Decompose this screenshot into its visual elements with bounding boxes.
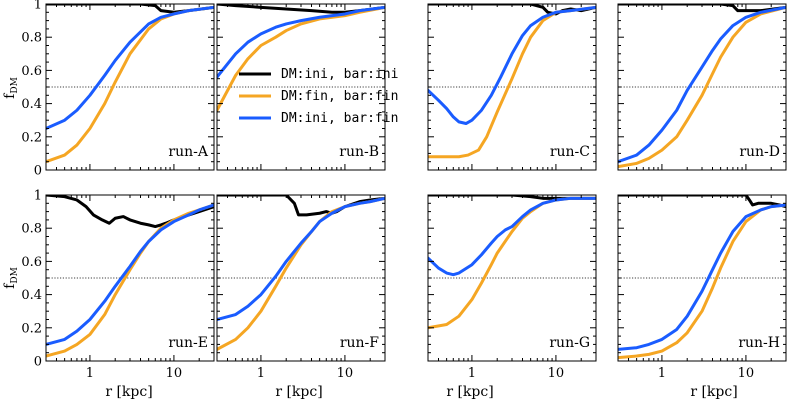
- y-tick-label: 0: [34, 355, 42, 370]
- series-line-fin_fin: [217, 5, 385, 112]
- series-group: [618, 195, 786, 360]
- series-line-fin_fin: [428, 5, 596, 159]
- panel-run-E: 0 0.2 0.4 0.6 0.8 1 1 10 run-E: [21, 189, 215, 381]
- series-line-fin_fin: [217, 196, 385, 351]
- panel-label: run-E: [168, 335, 208, 351]
- series-group: [46, 4, 214, 164]
- panel-label: run-D: [739, 144, 780, 160]
- series-group: [46, 195, 214, 358]
- series-group: [428, 4, 596, 159]
- series-line-ini_ini: [46, 195, 214, 229]
- legend-entry-label: DM:ini, bar:fin: [281, 111, 398, 126]
- series-line-ini_fin: [618, 5, 786, 164]
- panel-run-B: run-B: [216, 3, 386, 171]
- x-tick-label: 10: [337, 366, 354, 381]
- panel-label: run-H: [738, 335, 780, 351]
- y-axis-label-sub: DM: [10, 77, 20, 93]
- y-tick-label: 0.6: [21, 64, 42, 79]
- series-group: [618, 4, 786, 169]
- panel-label: run-C: [550, 144, 590, 160]
- panel-run-G: 1 10 run-G: [427, 194, 597, 381]
- x-axis-label-col-2: r [kpc]: [275, 384, 322, 400]
- series-line-ini_ini: [618, 195, 786, 209]
- series-line-ini_fin: [428, 5, 596, 126]
- y-axis-label-row-1: fDM: [2, 77, 20, 99]
- y-tick-label: 1: [34, 0, 42, 13]
- panel-label: run-B: [339, 144, 379, 160]
- x-axis-label-col-1: r [kpc]: [105, 384, 152, 400]
- x-axis-label-col-4: r [kpc]: [690, 384, 737, 400]
- series-line-ini_ini: [618, 4, 786, 13]
- series-line-ini_fin: [46, 5, 214, 130]
- y-axis-label-main: f: [2, 282, 18, 289]
- series-line-ini_fin: [46, 203, 214, 346]
- panels: 0 0.2 0.4 0.6 0.8 1 run-A run-B run-C run-D 0 0.2 0.…: [21, 0, 787, 381]
- x-tick-label: 1: [86, 366, 94, 381]
- legend: DM:ini, bar:ini DM:fin, bar:fin DM:ini, ba…: [239, 67, 398, 126]
- series-group: [428, 195, 596, 330]
- panel-label: run-A: [168, 144, 208, 160]
- panel-run-D: run-D: [617, 3, 787, 171]
- panel-run-C: run-C: [427, 3, 597, 171]
- svg-text:fDM: fDM: [2, 267, 20, 289]
- y-tick-label: 0.2: [21, 321, 42, 336]
- panel-run-H: 1 10 run-H: [617, 194, 787, 381]
- y-tick-label: 0.4: [21, 97, 42, 112]
- panel-label: run-F: [340, 335, 379, 351]
- y-tick-label: 0.6: [21, 255, 42, 270]
- series-group: [217, 4, 385, 112]
- series-line-ini_fin: [618, 203, 786, 351]
- svg-text:fDM: fDM: [2, 77, 20, 99]
- y-tick-label: 0.8: [21, 222, 42, 237]
- y-tick-label: 0.8: [21, 31, 42, 46]
- x-axis-label-col-3: r [kpc]: [446, 384, 493, 400]
- series-line-ini_fin: [217, 196, 385, 321]
- x-tick-label: 1: [468, 366, 476, 381]
- panel-run-A: 0 0.2 0.4 0.6 0.8 1 run-A: [21, 0, 215, 179]
- y-tick-label: 0: [34, 164, 42, 179]
- legend-entry-label: DM:fin, bar:fin: [281, 89, 398, 104]
- series-line-fin_fin: [618, 5, 786, 169]
- series-line-fin_fin: [428, 196, 596, 330]
- y-axis-label-sub: DM: [10, 267, 20, 283]
- series-line-ini_fin: [217, 5, 385, 79]
- x-tick-label: 1: [658, 366, 666, 381]
- y-axis-label-main: f: [2, 92, 18, 99]
- x-tick-label: 10: [738, 366, 755, 381]
- series-group: [217, 195, 385, 351]
- legend-entry-label: DM:ini, bar:ini: [281, 67, 398, 82]
- y-tick-label: 0.4: [21, 288, 42, 303]
- panel-run-F: 1 10 run-F: [216, 194, 386, 381]
- x-tick-label: 10: [166, 366, 183, 381]
- panel-label: run-G: [549, 335, 590, 351]
- x-tick-label: 10: [548, 366, 565, 381]
- y-tick-label: 0.2: [21, 130, 42, 145]
- y-tick-label: 1: [34, 189, 42, 204]
- x-tick-label: 1: [257, 366, 265, 381]
- series-line-ini_fin: [428, 196, 596, 277]
- y-axis-label-row-2: fDM: [2, 267, 20, 289]
- series-line-fin_fin: [46, 5, 214, 164]
